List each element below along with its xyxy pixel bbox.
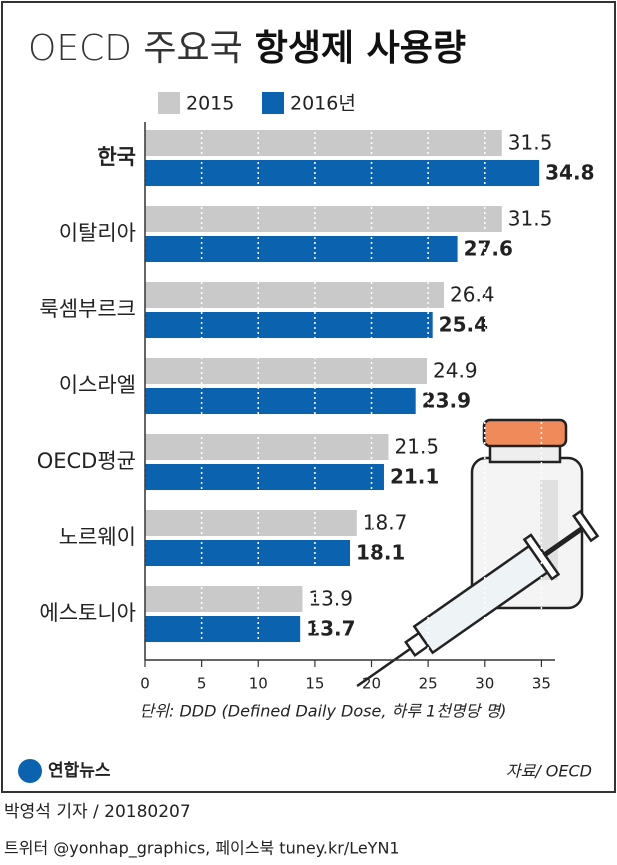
value-label: 21.1 <box>390 465 439 489</box>
chart-title: OECD 주요국 항생제 사용량 <box>28 28 466 69</box>
value-label: 27.6 <box>464 237 513 261</box>
title-main: OECD 주요국 <box>28 28 243 69</box>
legend-swatch <box>262 92 284 114</box>
bar <box>145 586 303 612</box>
bar <box>145 160 540 186</box>
bar <box>145 130 502 156</box>
source: 자료/ OECD <box>506 762 592 781</box>
bar <box>145 282 445 308</box>
bars <box>145 130 540 642</box>
category-label: 한국 <box>97 145 136 169</box>
x-tick-label: 20 <box>362 675 381 693</box>
x-tick-label: 15 <box>305 675 324 693</box>
value-label: 34.8 <box>545 161 594 185</box>
x-tick-label: 30 <box>475 675 494 693</box>
bar <box>145 236 458 262</box>
value-label: 31.5 <box>508 207 553 231</box>
value-label: 13.7 <box>306 617 355 641</box>
bar <box>145 616 301 642</box>
x-tick-label: 35 <box>532 675 551 693</box>
bar <box>145 206 502 232</box>
value-label: 31.5 <box>508 131 553 155</box>
value-label: 24.9 <box>433 359 478 383</box>
bar <box>145 434 389 460</box>
legend-swatch <box>158 92 180 114</box>
social: 트위터 @yonhap_graphics, 페이스북 tuney.kr/LeYN… <box>4 839 400 859</box>
syringe-illustration <box>356 509 600 688</box>
x-tick-label: 5 <box>197 675 207 693</box>
category-label: 에스토니아 <box>39 601 136 625</box>
bar <box>145 464 384 490</box>
x-tick-label: 0 <box>140 675 150 693</box>
x-tick-label: 25 <box>419 675 438 693</box>
value-label: 25.4 <box>439 313 488 337</box>
category-label: 룩셈부르크 <box>39 297 136 321</box>
value-label: 18.1 <box>356 541 405 565</box>
value-label: 21.5 <box>395 435 440 459</box>
category-label: 노르웨이 <box>59 525 136 549</box>
legend-label: 2015 <box>186 93 234 115</box>
bar <box>145 358 428 384</box>
category-label: 이스라엘 <box>59 373 136 397</box>
unit-note: 단위: DDD (Defined Daily Dose, 하루 1천명당 명) <box>140 702 507 721</box>
category-label: 이탈리아 <box>59 221 136 245</box>
value-label: 13.9 <box>308 587 353 611</box>
bar <box>145 540 350 566</box>
bar <box>145 388 416 414</box>
logo: 연합뉴스 <box>18 759 111 783</box>
x-tick-label: 10 <box>249 675 268 693</box>
title-emphasis: 항생제 사용량 <box>255 28 466 69</box>
value-label: 26.4 <box>450 283 495 307</box>
value-label: 23.9 <box>422 389 471 413</box>
value-label: 18.7 <box>363 511 408 535</box>
bar <box>145 510 357 536</box>
byline: 박영석 기자 / 20180207 <box>4 802 191 822</box>
bar <box>145 312 433 338</box>
logo-text: 연합뉴스 <box>48 760 111 781</box>
legend-label: 2016년 <box>290 93 356 115</box>
category-label: OECD평균 <box>37 449 136 473</box>
